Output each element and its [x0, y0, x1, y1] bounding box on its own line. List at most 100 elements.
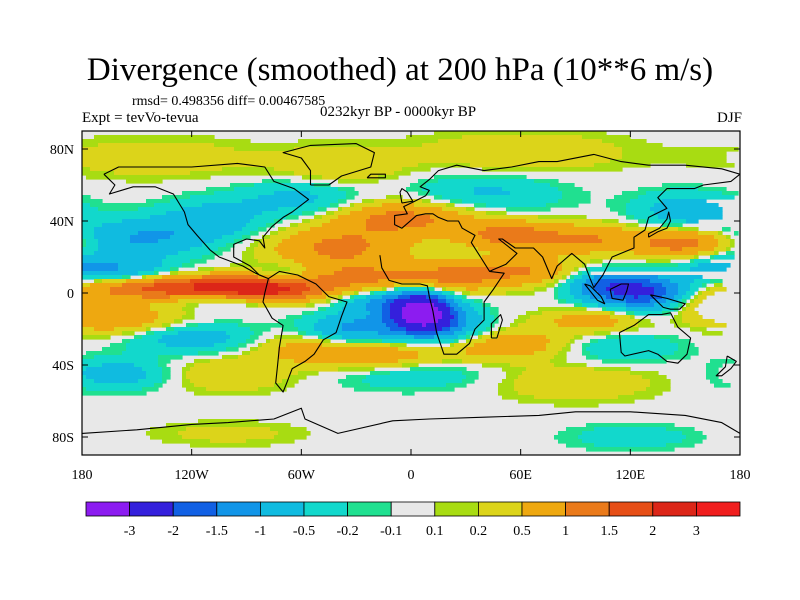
coast-south-america [262, 270, 348, 393]
field-cell [430, 287, 435, 292]
field-cell [418, 191, 431, 196]
field-cell [82, 323, 143, 328]
field-cell [354, 319, 383, 324]
field-cell [342, 335, 415, 340]
field-cell [510, 323, 519, 328]
field-cell [558, 287, 571, 292]
field-cell [250, 219, 275, 224]
field-cell [450, 199, 463, 204]
field-cell [254, 331, 263, 336]
field-cell [234, 187, 339, 192]
field-cell [94, 231, 139, 236]
field-cell [350, 283, 395, 288]
field-cell [138, 207, 183, 212]
field-cell [370, 243, 415, 248]
field-cell [434, 195, 443, 200]
field-cell [166, 255, 203, 260]
field-cell [710, 379, 723, 384]
field-cell [346, 339, 383, 344]
field-cell [98, 239, 131, 244]
field-cell [154, 319, 175, 324]
field-cell [374, 199, 423, 204]
field-cell [242, 351, 251, 356]
field-cell [722, 191, 739, 196]
field-cell [274, 383, 295, 388]
field-cell [438, 279, 483, 284]
field-cell [454, 295, 463, 300]
field-cell [582, 275, 595, 280]
field-cell [250, 243, 259, 248]
field-cell [690, 327, 707, 332]
field-cell [546, 335, 575, 340]
field-cell [330, 203, 339, 208]
field-cell [498, 383, 515, 388]
field-cell [94, 355, 159, 360]
field-cell [238, 355, 279, 360]
field-cell [418, 355, 555, 360]
field-cell [86, 239, 99, 244]
field-cell [330, 255, 355, 260]
y-tick-label: 40N [50, 215, 74, 230]
field-cell [346, 191, 359, 196]
field-cell [314, 199, 339, 204]
field-cell [182, 379, 191, 384]
field-cell [558, 431, 583, 436]
field-cell [398, 347, 467, 352]
field-cell [154, 279, 191, 284]
field-cell [202, 243, 227, 248]
field-cell [698, 295, 707, 300]
field-cell [322, 291, 343, 296]
field-cell [402, 391, 415, 396]
field-cell [86, 243, 99, 248]
field-cell [98, 207, 139, 212]
field-cell [386, 291, 403, 296]
field-cell [142, 287, 195, 292]
field-cell [546, 347, 563, 352]
field-cell [322, 175, 379, 180]
field-cell [82, 363, 103, 368]
field-cell [482, 303, 491, 308]
field-cell [474, 215, 539, 220]
field-cell [470, 303, 483, 308]
field-cell [138, 271, 155, 276]
colorbar-label: -1 [255, 524, 267, 539]
field-cell [686, 303, 691, 308]
field-cell [338, 379, 363, 384]
field-cell [626, 311, 635, 316]
field-cell [582, 431, 683, 436]
field-cell [630, 199, 663, 204]
field-cell [194, 283, 279, 288]
field-cell [478, 331, 483, 336]
field-cell [554, 319, 619, 324]
field-cell [650, 379, 671, 384]
field-cell [254, 255, 283, 260]
field-cell [478, 323, 491, 328]
field-cell [110, 287, 143, 292]
field-cell [250, 335, 259, 340]
field-cell [558, 231, 699, 236]
field-cell [222, 235, 243, 240]
field-cell [154, 283, 195, 288]
field-cell [734, 231, 739, 236]
field-cell [394, 171, 411, 176]
field-cell [438, 299, 447, 304]
field-cell [186, 311, 195, 316]
colorbar-label: -1.5 [206, 524, 228, 539]
colorbar-swatch [652, 501, 697, 517]
field-cell [570, 275, 575, 280]
field-cell [682, 431, 703, 436]
field-cell [534, 395, 619, 400]
field-cell [506, 327, 627, 332]
field-cell [702, 331, 723, 336]
field-cell [162, 379, 167, 384]
field-cell [698, 187, 727, 192]
field-cell [82, 359, 159, 364]
field-cell [458, 335, 467, 340]
field-cell [502, 379, 515, 384]
field-cell [234, 147, 295, 152]
field-cell [714, 255, 735, 260]
field-cell [246, 223, 267, 228]
field-cell [706, 363, 723, 368]
field-cell [462, 379, 475, 384]
y-tick-label: 80S [52, 431, 74, 446]
